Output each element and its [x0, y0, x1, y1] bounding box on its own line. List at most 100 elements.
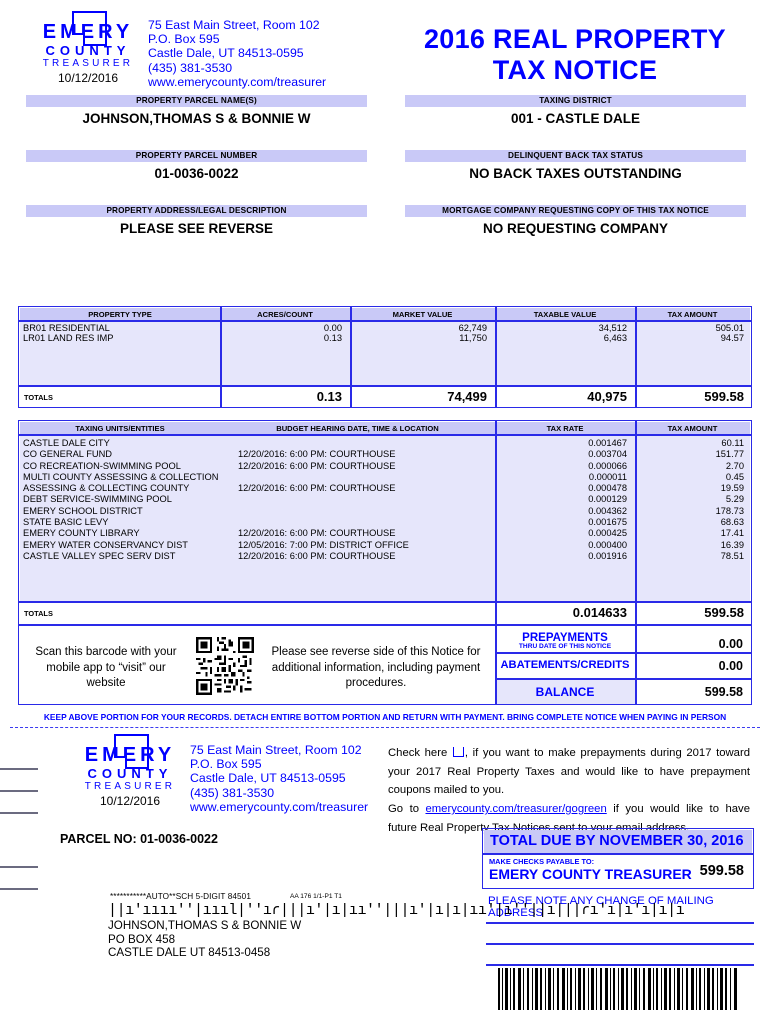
- mortgage-company-label: MORTGAGE COMPANY REQUESTING COPY OF THIS…: [405, 205, 746, 217]
- taxing-divider-2: [635, 420, 637, 625]
- office-address: 75 East Main Street, Room 102 P.O. Box 5…: [148, 18, 327, 89]
- gogreen-instructions: Go to emerycounty.com/treasurer/gogreen …: [388, 800, 750, 837]
- taxing-col-hearing: BUDGET HEARING DATE, TIME & LOCATION: [276, 423, 439, 433]
- alignment-tick-3: [0, 812, 38, 814]
- stub-notice-date: 10/12/2016: [99, 794, 161, 808]
- abatements-value: 0.00: [718, 659, 743, 673]
- payee-name: EMERY COUNTY TREASURER: [489, 866, 692, 882]
- taxing-rate-values: 0.001467 0.003704 0.000066 0.000011 0.00…: [588, 438, 627, 561]
- taxing-amount-values: 60.11 151.77 2.70 0.45 19.59 5.29 178.73…: [715, 438, 744, 561]
- alignment-tick-2: [0, 790, 38, 792]
- change-of-address-label: PLEASE NOTE ANY CHANGE OF MAILING ADDRES…: [488, 895, 714, 919]
- property-head-rule: [18, 320, 752, 322]
- property-totals-label: TOTALS: [24, 393, 53, 402]
- taxing-hearing-info: 12/20/2016: 6:00 PM: COURTHOUSE 12/20/20…: [238, 449, 409, 561]
- mailing-address: JOHNSON,THOMAS S & BONNIE W PO BOX 458 C…: [108, 919, 302, 960]
- scan-instruction-left: Scan this barcode with your mobile app t…: [35, 646, 177, 689]
- payments-divider-1: [495, 625, 497, 705]
- alignment-tick-4: [0, 866, 38, 868]
- taxing-total-amount: 599.58: [704, 605, 744, 620]
- property-col-taxable: TAXABLE VALUE: [533, 309, 597, 319]
- payments-rule-1: [495, 652, 752, 654]
- property-tax-values: 505.01 94.57: [715, 323, 744, 344]
- address-write-line-2[interactable]: [486, 943, 754, 945]
- payments-rule-2: [495, 678, 752, 680]
- prepayment-body-text: , if you want to make prepayments during…: [388, 747, 750, 796]
- address-legal-value: PLEASE SEE REVERSE: [119, 221, 274, 236]
- property-totals-rule: [18, 385, 752, 387]
- balance-label-cell: [496, 679, 635, 704]
- property-divider-3: [495, 306, 497, 408]
- taxing-entity-names: CASTLE DALE CITY CO GENERAL FUND CO RECR…: [23, 438, 219, 561]
- make-checks-label: MAKE CHECKS PAYABLE TO:: [489, 857, 595, 866]
- property-divider-1: [220, 306, 222, 408]
- property-divider-2: [350, 306, 352, 408]
- stub-utah-outline-icon: [113, 734, 149, 770]
- property-col-market: MARKET VALUE: [392, 309, 453, 319]
- logo-line-emery: EMERY: [43, 11, 133, 47]
- utah-outline-icon: [71, 11, 107, 47]
- stub-parcel-number: PARCEL NO: 01-0036-0022: [60, 832, 218, 846]
- property-type-values: BR01 RESIDENTIAL LR01 LAND RES IMP: [23, 323, 114, 344]
- notice-date: 10/12/2016: [57, 71, 119, 85]
- parcel-names-label: PROPERTY PARCEL NAME(S): [26, 95, 367, 107]
- stub-logo-line-treasurer: TREASURER: [84, 781, 176, 792]
- taxing-divider-1: [495, 420, 497, 625]
- total-due-rule: [482, 853, 754, 855]
- stub-logo-line-emery: EMERY: [85, 734, 175, 770]
- gogreen-prefix: Go to: [388, 803, 426, 815]
- taxing-totals-rule: [18, 601, 752, 603]
- address-write-line-1[interactable]: [486, 922, 754, 924]
- prepayments-sublabel: THRU DATE OF THIS NOTICE: [518, 643, 612, 650]
- address-write-line-3[interactable]: [486, 964, 754, 966]
- property-market-values: 62,749 11,750: [458, 323, 487, 344]
- property-total-tax: 599.58: [704, 389, 744, 404]
- amount-due: 599.58: [699, 863, 744, 879]
- taxing-units-table: [18, 420, 752, 625]
- logo-line-treasurer: TREASURER: [42, 58, 134, 69]
- prepayments-value: 0.00: [718, 637, 743, 651]
- mortgage-company-value: NO REQUESTING COMPANY: [482, 221, 668, 236]
- logo-line-county: COUNTY: [45, 43, 131, 58]
- check-here-text: Check here: [388, 747, 448, 759]
- taxing-total-rate: 0.014633: [572, 605, 627, 620]
- qr-code-icon: [196, 637, 254, 695]
- alignment-tick-5: [0, 888, 38, 890]
- property-taxable-values: 34,512 6,463: [598, 323, 627, 344]
- stub-office-address: 75 East Main Street, Room 102 P.O. Box 5…: [190, 743, 369, 814]
- taxing-col-amount: TAX AMOUNT: [667, 423, 718, 433]
- treasurer-logo: EMERY COUNTY TREASURER 10/12/2016: [18, 11, 158, 85]
- scan-instruction-right: Please see reverse side of this Notice f…: [271, 646, 481, 689]
- property-col-acres: ACRES/COUNT: [257, 309, 313, 319]
- gogreen-link[interactable]: emerycounty.com/treasurer/gogreen: [425, 803, 607, 815]
- parcel-number-value: 01-0036-0022: [154, 166, 239, 181]
- property-total-taxable: 40,975: [587, 389, 627, 404]
- postal-sequence-code: AA 176 1/1-P1 T1: [290, 893, 342, 900]
- property-col-tax: TAX AMOUNT: [667, 309, 718, 319]
- total-due-header: [483, 829, 753, 854]
- taxing-district-value: 001 - CASTLE DALE: [510, 111, 641, 126]
- property-col-type: PROPERTY TYPE: [88, 309, 152, 319]
- total-due-box: [482, 828, 754, 889]
- property-acres-values: 0.00 0.13: [323, 323, 342, 344]
- taxing-units-header-row: [19, 421, 751, 436]
- detach-dashed-line: [10, 727, 760, 728]
- prepayment-instructions: Check here , if you want to make prepaym…: [388, 744, 750, 800]
- property-table: [18, 306, 752, 408]
- stub-logo-line-county: COUNTY: [87, 766, 173, 781]
- code128-barcode: [498, 968, 737, 1010]
- abatements-label: ABATEMENTS/CREDITS: [500, 659, 630, 671]
- property-table-header-row: [19, 307, 751, 322]
- balance-value: 599.58: [704, 685, 743, 699]
- checkbox-icon[interactable]: [452, 747, 464, 757]
- taxing-head-rule: [18, 434, 752, 436]
- prepayments-label: PREPAYMENTS: [522, 632, 608, 644]
- balance-label: BALANCE: [535, 685, 595, 699]
- taxing-col-rate: TAX RATE: [546, 423, 584, 433]
- parcel-names-value: JOHNSON,THOMAS S & BONNIE W: [82, 111, 311, 126]
- alignment-tick-1: [0, 768, 38, 770]
- back-tax-label: DELINQUENT BACK TAX STATUS: [405, 150, 746, 162]
- property-divider-4: [635, 306, 637, 408]
- page-title: 2016 REAL PROPERTY TAX NOTICE: [423, 24, 726, 85]
- total-due-label: TOTAL DUE BY NOVEMBER 30, 2016: [490, 833, 744, 849]
